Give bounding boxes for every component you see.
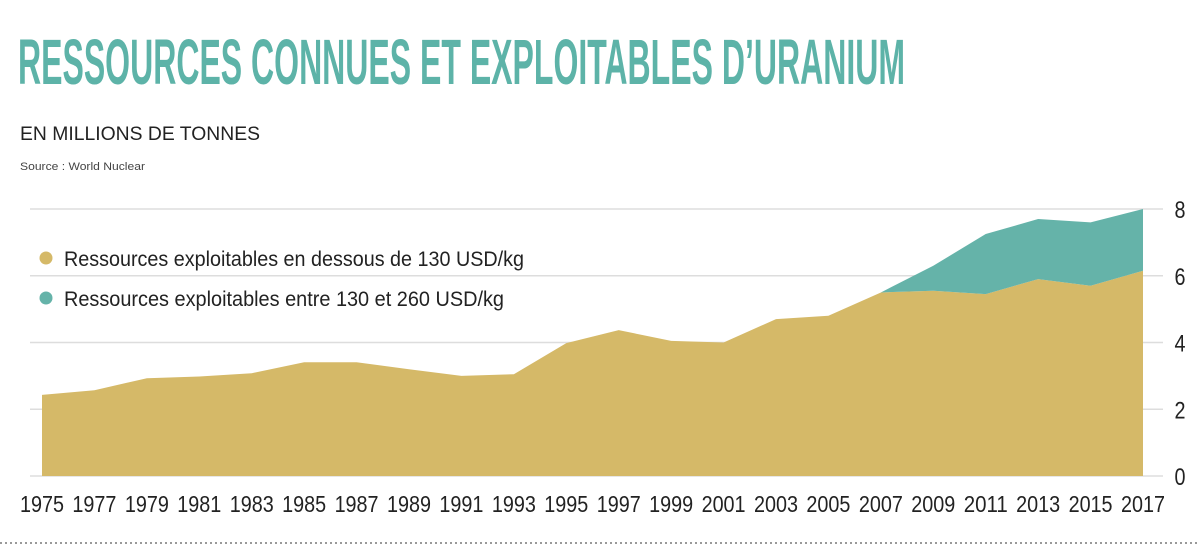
x-tick-label: 1985 (282, 491, 326, 517)
x-tick-label: 1975 (20, 491, 64, 517)
y-tick-label: 4 (1175, 331, 1186, 358)
x-tick-label: 2017 (1121, 491, 1165, 517)
legend-swatch (39, 251, 53, 265)
x-tick-label: 2015 (1069, 491, 1113, 517)
x-tick-label: 1983 (230, 491, 274, 517)
x-tick-label: 2001 (702, 491, 746, 517)
x-tick-label: 1995 (544, 491, 588, 517)
x-tick-label: 2005 (806, 491, 850, 517)
x-tick-label: 2003 (754, 491, 798, 517)
area-series-2 (880, 209, 1143, 295)
x-tick-label: 1991 (439, 491, 483, 517)
y-tick-label: 8 (1175, 197, 1186, 224)
chart-source: Source : World Nuclear (20, 161, 145, 173)
x-tick-label: 1993 (492, 491, 536, 517)
legend-label: Ressources exploitables entre 130 et 260… (64, 288, 504, 311)
x-tick-label: 2013 (1016, 491, 1060, 517)
x-tick-label: 1981 (177, 491, 221, 517)
chart-subtitle: EN MILLIONS DE TONNES (20, 124, 260, 145)
x-tick-label: 1989 (387, 491, 431, 517)
y-tick-label: 2 (1175, 397, 1186, 424)
x-tick-label: 1979 (125, 491, 169, 517)
area-series-1 (42, 270, 1143, 476)
x-tick-label: 1977 (72, 491, 116, 517)
x-tick-label: 2011 (964, 491, 1008, 517)
x-tick-label: 1999 (649, 491, 693, 517)
legend-label: Ressources exploitables en dessous de 13… (64, 248, 524, 271)
x-tick-label: 1987 (335, 491, 379, 517)
y-tick-label: 0 (1175, 464, 1186, 491)
legend-swatch (39, 291, 53, 305)
chart-title: RESSOURCES CONNUES ET EXPLOITABLES D’URA… (18, 26, 905, 98)
x-tick-label: 1997 (597, 491, 641, 517)
x-tick-label: 2007 (859, 491, 903, 517)
x-tick-label: 2009 (911, 491, 955, 517)
y-tick-label: 6 (1175, 264, 1186, 291)
